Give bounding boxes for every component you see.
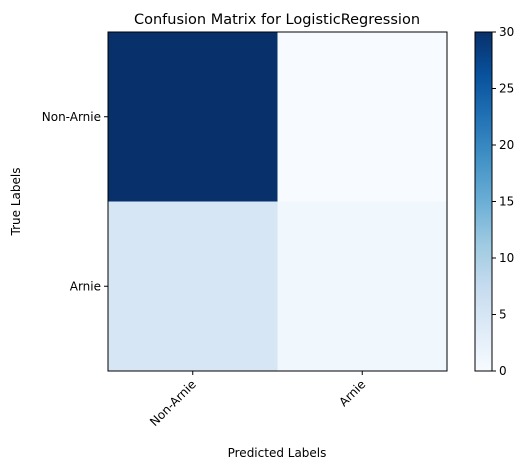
y-axis-ticks: Non-Arnie Arnie xyxy=(42,110,108,293)
y-tick-label: Non-Arnie xyxy=(42,110,101,124)
x-axis-label: Predicted Labels xyxy=(228,446,327,460)
heatmap-cell xyxy=(277,32,447,202)
heatmap-cell xyxy=(108,201,278,371)
colorbar-tick-label: 0 xyxy=(499,364,507,378)
plot-frame xyxy=(107,31,448,372)
chart-title: Confusion Matrix for LogisticRegression xyxy=(134,12,420,28)
colorbar-tick-label: 20 xyxy=(499,138,514,152)
heatmap-cells xyxy=(108,32,447,371)
x-tick-label: Arnie xyxy=(336,377,368,409)
heatmap-cell xyxy=(277,201,447,371)
x-axis-ticks: Non-Arnie Arnie xyxy=(147,371,368,429)
y-axis-label: True Labels xyxy=(9,168,23,237)
colorbar-ticks: 0 5 10 15 20 25 30 xyxy=(492,25,514,378)
heatmap-cell xyxy=(108,32,278,202)
colorbar-tick-label: 10 xyxy=(499,251,514,265)
x-tick-label: Non-Arnie xyxy=(147,377,199,429)
colorbar-tick-label: 5 xyxy=(499,308,507,322)
y-tick-label: Arnie xyxy=(70,279,101,293)
colorbar xyxy=(474,31,493,372)
colorbar-tick-label: 25 xyxy=(499,82,514,96)
colorbar-tick-label: 30 xyxy=(499,25,514,39)
colorbar-tick-label: 15 xyxy=(499,195,514,209)
